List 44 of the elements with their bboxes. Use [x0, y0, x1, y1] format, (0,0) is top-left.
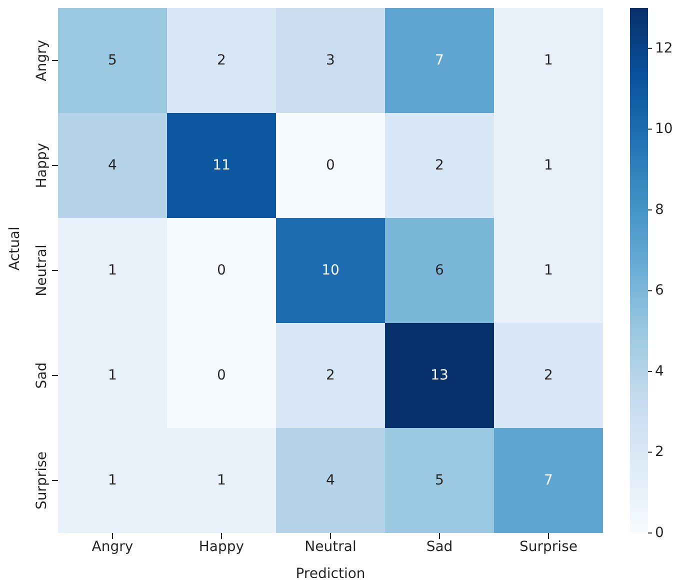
data-label: 2 [435, 158, 444, 174]
y-tick-label: Happy [34, 142, 50, 188]
color-bar-label: 4 [655, 363, 664, 380]
data-label: 2 [326, 368, 335, 384]
x-tick-label: Happy [198, 538, 244, 555]
data-label: 0 [217, 368, 226, 384]
data-label: 1 [108, 262, 117, 278]
color-bar-label: 6 [655, 282, 664, 299]
data-label: 5 [435, 472, 444, 488]
data-label: 4 [326, 472, 336, 488]
color-bar-label: 8 [655, 202, 664, 218]
color-bar-label: 12 [655, 40, 673, 56]
y-tick-label: Angry [34, 40, 50, 82]
color-bar-label: 0 [655, 525, 664, 541]
data-label: 13 [430, 368, 448, 384]
x-axis-title: Prediction [296, 566, 366, 582]
data-label: 1 [544, 158, 553, 174]
x-tick-label: Surprise [520, 538, 578, 555]
data-label: 1 [108, 472, 117, 488]
data-label: 1 [108, 368, 117, 384]
x-tick-label: Neutral [304, 538, 356, 555]
x-tick-label: Angry [92, 538, 134, 555]
data-label: 11 [212, 158, 230, 174]
data-label: 1 [544, 52, 553, 68]
color-bar-label: 2 [655, 444, 664, 460]
data-label: 6 [435, 262, 444, 278]
data-label: 10 [322, 262, 340, 278]
y-tick-label: Sad [34, 362, 50, 389]
data-label: 2 [544, 368, 553, 384]
data-label: 2 [217, 52, 226, 68]
data-label: 5 [108, 52, 117, 68]
data-label: 1 [217, 472, 226, 488]
data-label: 1 [544, 262, 553, 278]
color-bar-label: 10 [655, 121, 673, 138]
data-label: 3 [326, 52, 335, 68]
data-label: 4 [108, 158, 118, 174]
data-label: 7 [435, 52, 444, 68]
y-tick-label: Surprise [34, 452, 50, 510]
data-label: 0 [217, 262, 226, 278]
y-axis-title: Actual [6, 226, 23, 270]
y-tick-label: Neutral [34, 244, 50, 296]
data-label: 0 [326, 158, 335, 174]
data-label: 7 [544, 472, 553, 488]
x-tick-label: Sad [426, 538, 453, 555]
